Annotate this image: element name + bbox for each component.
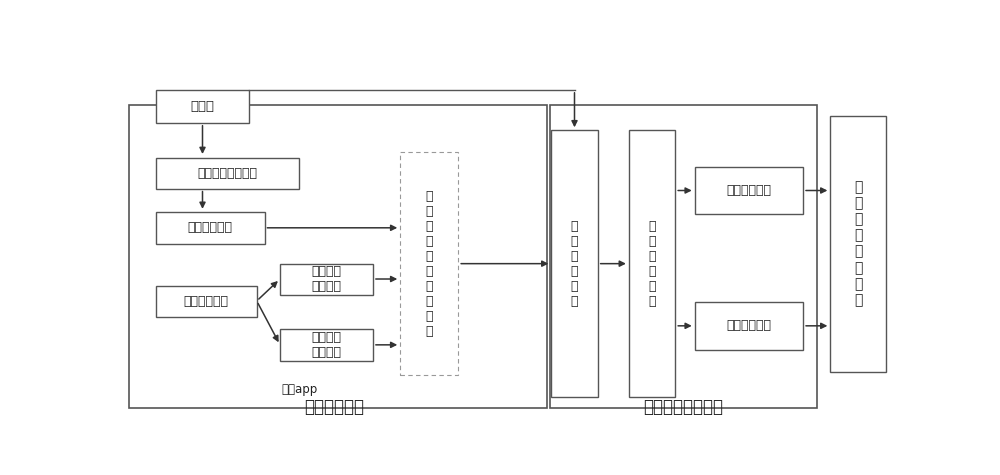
Bar [695,167,803,214]
Bar [129,104,547,408]
Bar [629,130,675,397]
Text: 智能app: 智能app [281,383,318,397]
Text: 电子秤: 电子秤 [190,100,214,113]
Bar [156,158,299,189]
Bar [400,152,458,375]
Text: 怕热程度计算模块: 怕热程度计算模块 [643,398,723,416]
Bar [695,302,803,350]
Bar [156,90,249,123]
Bar [137,130,458,393]
Bar [550,104,817,408]
Bar [830,115,886,371]
Bar [551,130,598,397]
Bar [280,264,373,294]
Text: 空
调
运
行
控
制
模
块: 空 调 运 行 控 制 模 块 [854,180,862,307]
Text: 第二计算单元: 第二计算单元 [726,319,771,332]
Text: 第
三
判
断
单
元: 第 三 判 断 单 元 [648,219,656,308]
Text: 第一数据
选择单元: 第一数据 选择单元 [312,265,342,293]
Bar [280,330,373,361]
Bar [156,212,264,244]
Text: 第一判断单元: 第一判断单元 [188,221,233,235]
Text: 数
据
接
收
单
元: 数 据 接 收 单 元 [571,219,578,308]
Text: 身
体
质
量
指
数
计
算
单
元: 身 体 质 量 指 数 计 算 单 元 [425,190,433,338]
Text: 数据采集模块: 数据采集模块 [304,398,364,416]
Text: 第二数据
选择单元: 第二数据 选择单元 [312,331,342,359]
Text: 用户信息采集单元: 用户信息采集单元 [198,167,258,180]
Bar [156,285,257,317]
Text: 第二判断模块: 第二判断模块 [184,294,229,308]
Text: 第一计算单元: 第一计算单元 [726,184,771,197]
